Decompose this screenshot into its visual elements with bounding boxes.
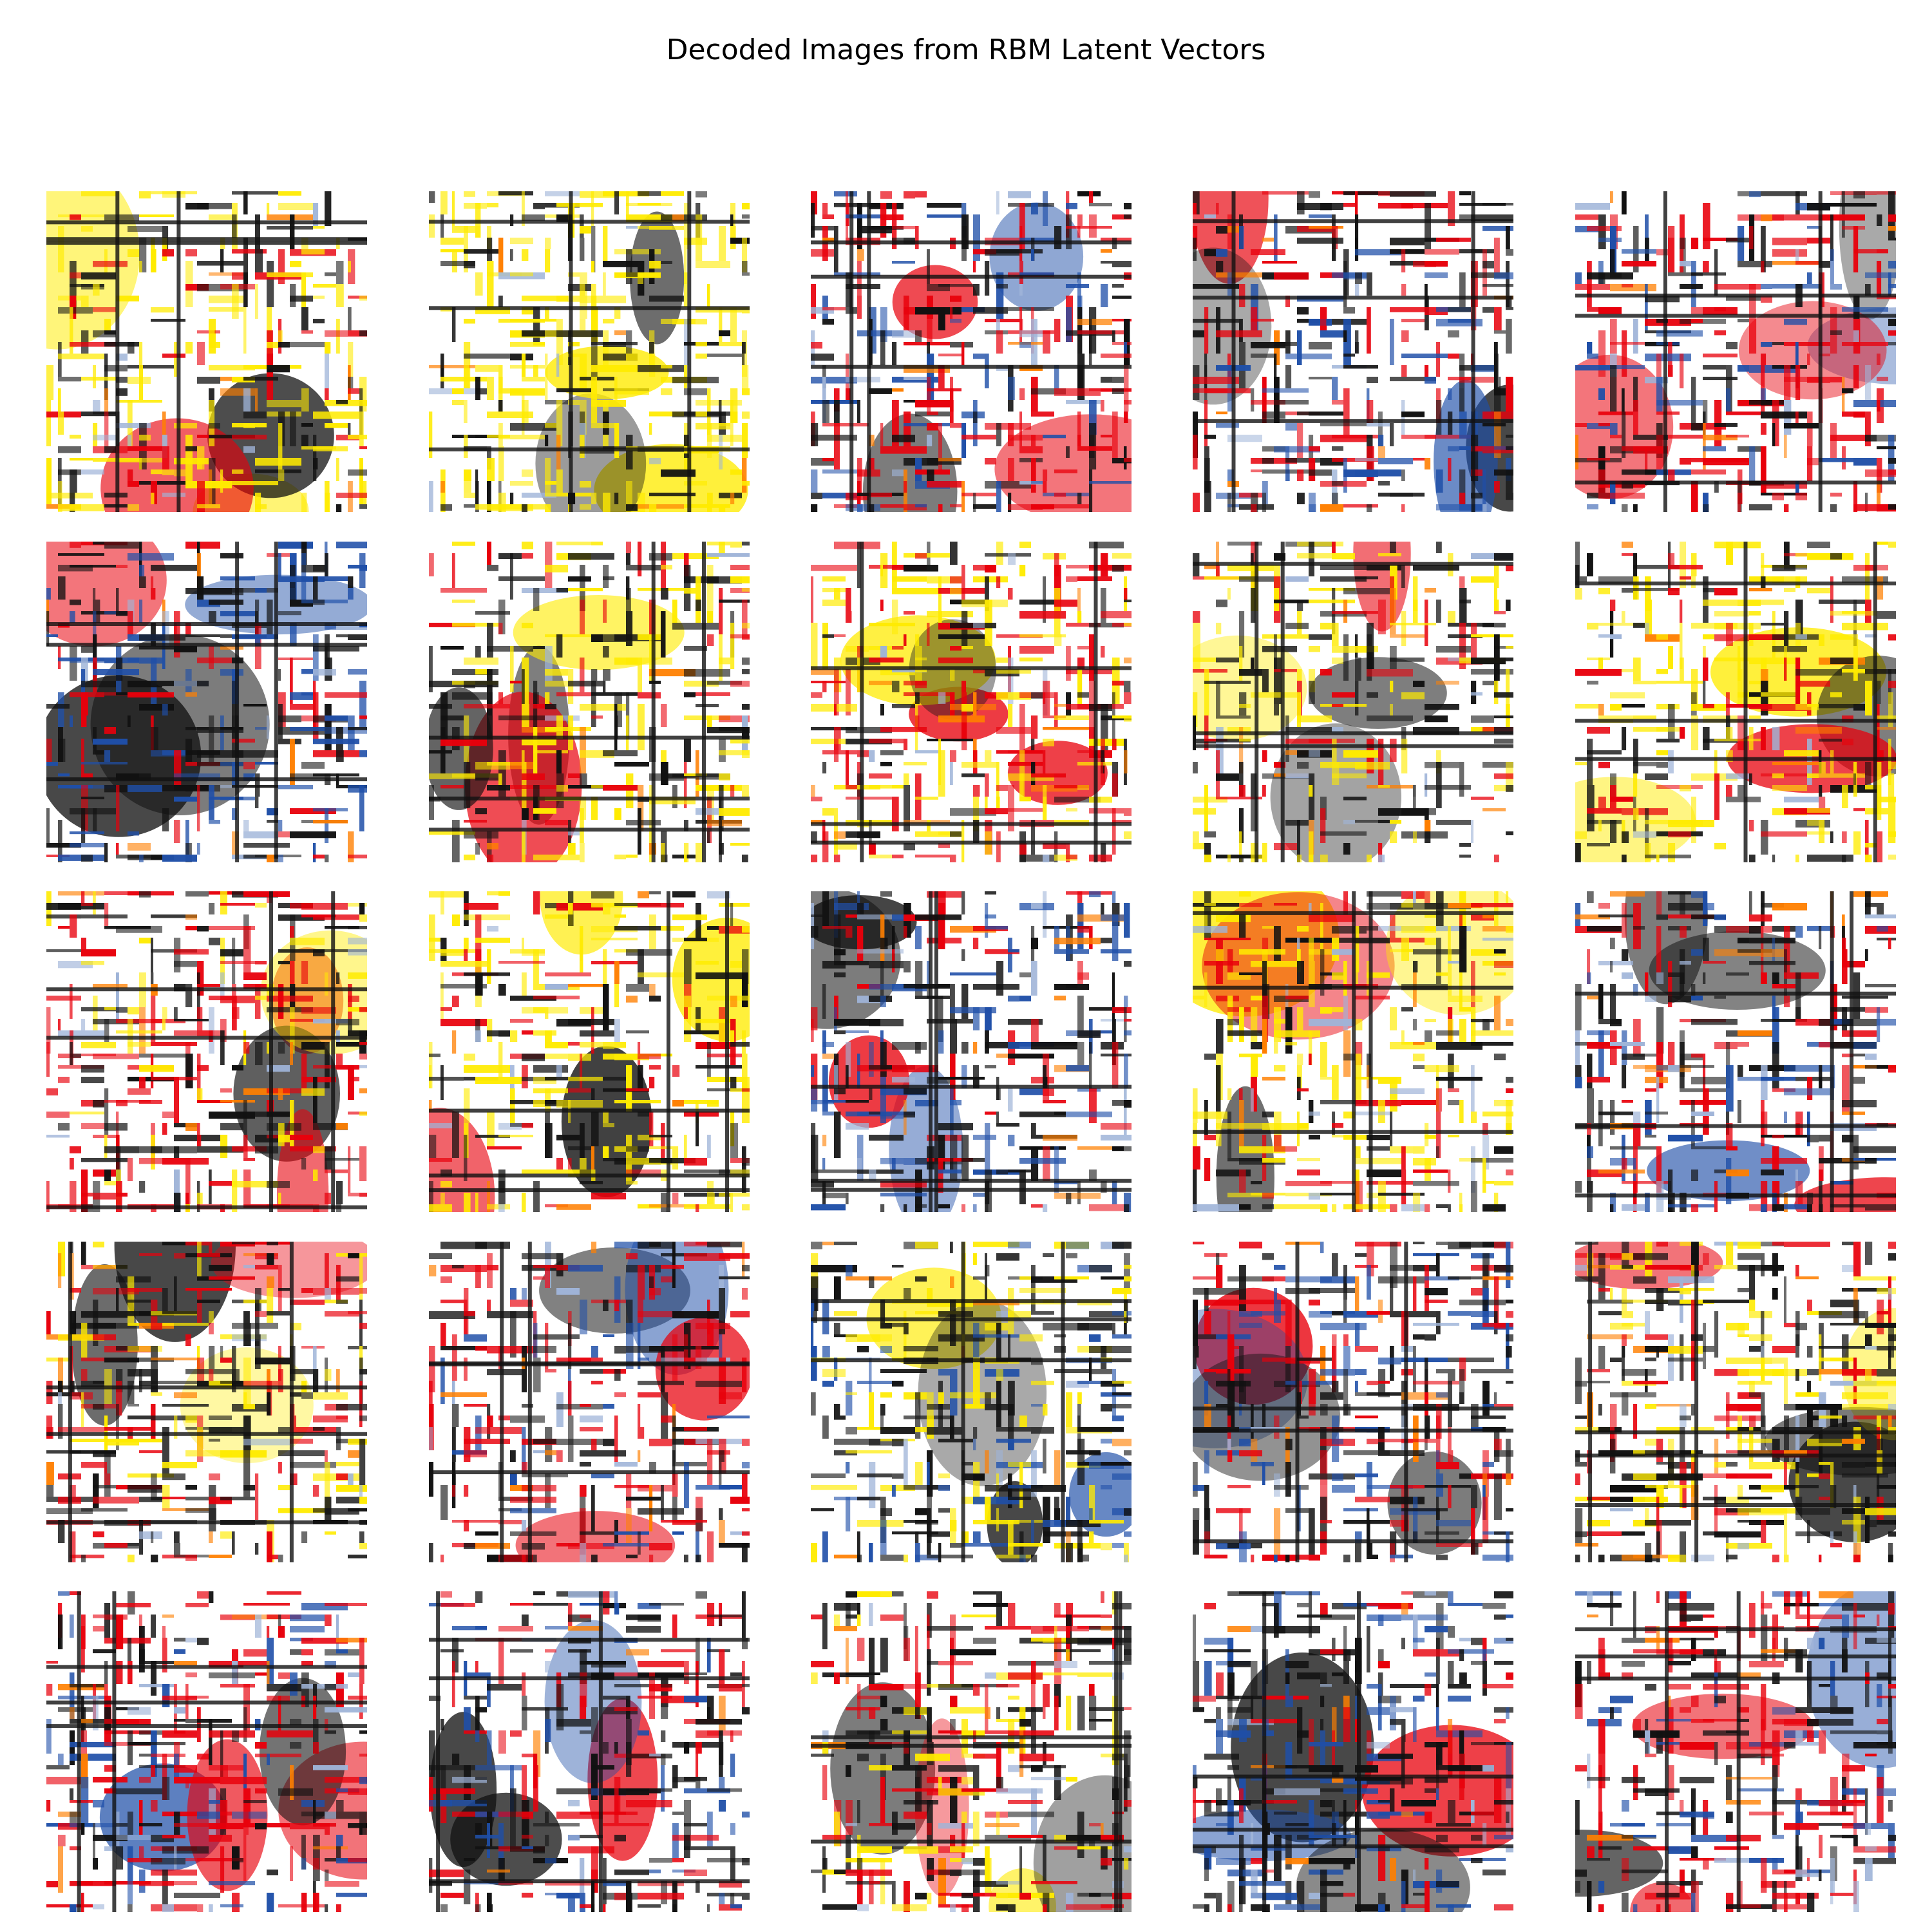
decoded-image-canvas — [1193, 1242, 1513, 1562]
decoded-image-canvas — [46, 1242, 367, 1562]
decoded-image-canvas — [429, 542, 750, 862]
decoded-image-canvas — [1575, 1242, 1896, 1562]
decoded-image-canvas — [46, 542, 367, 862]
decoded-image-canvas — [429, 191, 750, 512]
decoded-image-canvas — [1193, 891, 1513, 1212]
decoded-image-canvas — [1575, 1591, 1896, 1912]
decoded-image-12 — [429, 891, 750, 1212]
decoded-image-13 — [811, 891, 1132, 1212]
decoded-image-canvas — [1193, 1591, 1513, 1912]
decoded-image-2 — [429, 191, 750, 512]
decoded-image-5 — [1575, 191, 1896, 512]
decoded-image-7 — [429, 542, 750, 862]
decoded-image-4 — [1193, 191, 1513, 512]
decoded-image-canvas — [46, 891, 367, 1212]
decoded-image-canvas — [1575, 542, 1896, 862]
decoded-image-canvas — [46, 191, 367, 512]
decoded-image-canvas — [811, 191, 1132, 512]
decoded-image-10 — [1575, 542, 1896, 862]
figure-title: Decoded Images from RBM Latent Vectors — [666, 33, 1266, 66]
decoded-image-canvas — [1193, 191, 1513, 512]
decoded-image-3 — [811, 191, 1132, 512]
decoded-image-24 — [1193, 1591, 1513, 1912]
decoded-image-canvas — [429, 891, 750, 1212]
decoded-image-17 — [429, 1242, 750, 1562]
decoded-image-9 — [1193, 542, 1513, 862]
decoded-image-8 — [811, 542, 1132, 862]
decoded-image-6 — [46, 542, 367, 862]
decoded-image-canvas — [1193, 542, 1513, 862]
decoded-image-22 — [429, 1591, 750, 1912]
decoded-image-canvas — [811, 891, 1132, 1212]
decoded-image-canvas — [1575, 891, 1896, 1212]
decoded-image-20 — [1575, 1242, 1896, 1562]
decoded-image-16 — [46, 1242, 367, 1562]
decoded-image-19 — [1193, 1242, 1513, 1562]
decoded-image-18 — [811, 1242, 1132, 1562]
decoded-image-canvas — [1575, 191, 1896, 512]
decoded-image-11 — [46, 891, 367, 1212]
decoded-image-1 — [46, 191, 367, 512]
decoded-image-canvas — [429, 1242, 750, 1562]
decoded-image-canvas — [811, 1242, 1132, 1562]
decoded-image-canvas — [46, 1591, 367, 1912]
decoded-image-canvas — [811, 542, 1132, 862]
decoded-image-canvas — [429, 1591, 750, 1912]
decoded-image-25 — [1575, 1591, 1896, 1912]
decoded-image-21 — [46, 1591, 367, 1912]
decoded-image-23 — [811, 1591, 1132, 1912]
decoded-image-15 — [1575, 891, 1896, 1212]
decoded-image-canvas — [811, 1591, 1132, 1912]
decoded-image-14 — [1193, 891, 1513, 1212]
